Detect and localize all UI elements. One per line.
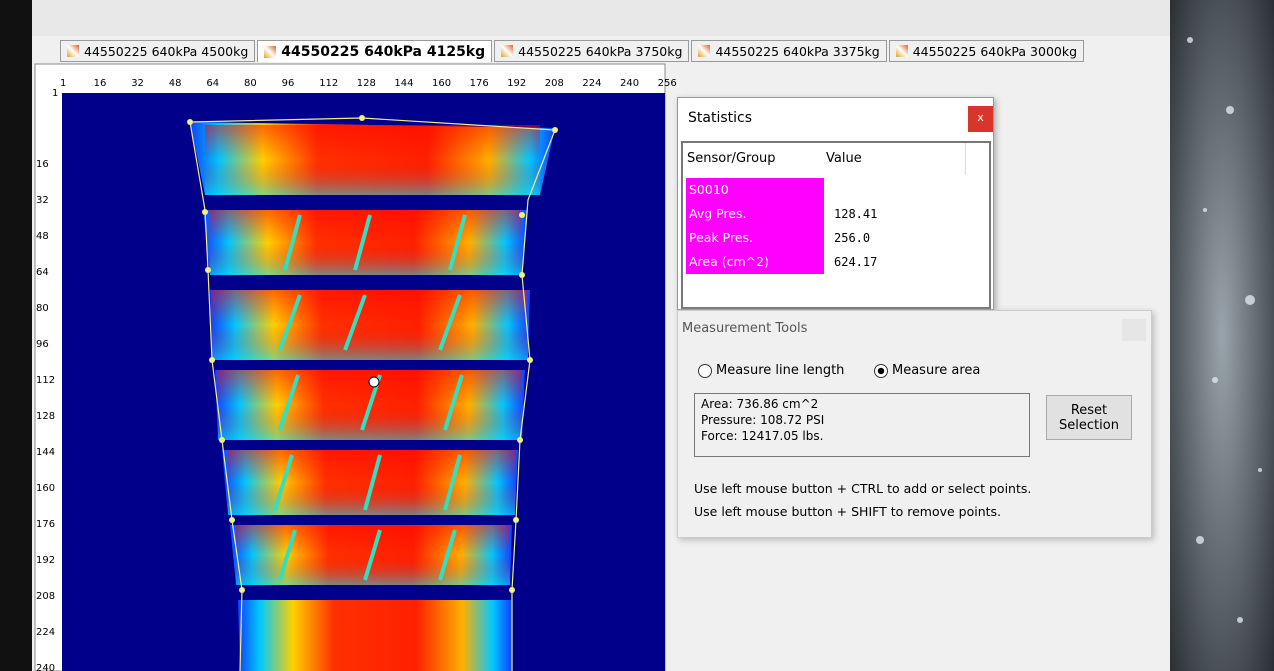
ruler-label: 32 (131, 78, 144, 89)
stat-name: Peak Pres. (686, 226, 824, 250)
tab-icon (264, 46, 276, 58)
tab-icon (896, 45, 908, 57)
column-header: Value (826, 151, 862, 166)
ruler-label: 80 (36, 303, 49, 314)
ruler-label: 1 (60, 78, 66, 89)
radio-option[interactable]: Measure area (874, 363, 980, 378)
radio-label: Measure area (892, 363, 980, 378)
tab-icon (698, 45, 710, 57)
stat-name: S0010 (686, 178, 824, 202)
radio-selected[interactable] (874, 364, 888, 378)
stat-value: 624.17 (834, 250, 877, 274)
tab[interactable]: 44550225 640kPa 3750kg (494, 40, 689, 62)
tab[interactable]: 44550225 640kPa 4125kg (257, 40, 492, 62)
tab-label: 44550225 640kPa 4125kg (281, 44, 485, 60)
ruler-label: 112 (319, 78, 338, 89)
ruler-label: 224 (582, 78, 601, 89)
page: {"tabs":["44550225 640kPa 4500kg","44550… (0, 0, 1274, 671)
ruler-label: 176 (470, 78, 489, 89)
result-line: Pressure: 108.72 PSI (701, 412, 1023, 428)
tab[interactable]: 44550225 640kPa 3375kg (691, 40, 886, 62)
ruler-label: 192 (507, 78, 526, 89)
ruler-label: 64 (206, 78, 219, 89)
tab-label: 44550225 640kPa 4500kg (84, 44, 248, 59)
ruler-label: 16 (36, 159, 49, 170)
result-line: Force: 12417.05 lbs. (701, 428, 1023, 444)
ruler-label: 256 (658, 78, 677, 89)
ruler-label: 240 (36, 663, 55, 671)
instruction-line: Use left mouse button + CTRL to add or s… (694, 477, 1031, 500)
ruler-label: 144 (36, 447, 55, 458)
tab[interactable]: 44550225 640kPa 4500kg (60, 40, 255, 62)
tab-bar: 44550225 640kPa 4500kg 44550225 640kPa 41… (60, 40, 1086, 62)
window-title: Measurement Tools (682, 321, 807, 336)
ruler-label: 16 (94, 78, 107, 89)
ruler-label: 208 (545, 78, 564, 89)
ruler-label: 176 (36, 519, 55, 530)
ruler-label: 224 (36, 627, 55, 638)
ruler-label: 1 (52, 88, 58, 99)
ruler-label: 208 (36, 591, 55, 602)
ruler-label: 128 (36, 411, 55, 422)
instructions: Use left mouse button + CTRL to add or s… (694, 477, 1031, 523)
close-button[interactable] (1122, 319, 1146, 341)
ruler-label: 144 (394, 78, 413, 89)
close-button[interactable]: x (968, 106, 993, 132)
ruler-label: 240 (620, 78, 639, 89)
window-title: Statistics (688, 110, 752, 126)
radio-option[interactable]: Measure line length (698, 363, 844, 378)
radio[interactable] (698, 364, 712, 378)
measurement-window: Measurement Tools Measure line length Me… (677, 310, 1152, 538)
stat-value: 128.41 (834, 202, 877, 226)
ruler-label: 112 (36, 375, 55, 386)
ruler-label: 96 (36, 339, 49, 350)
tab-icon (501, 45, 513, 57)
tab-label: 44550225 640kPa 3000kg (913, 44, 1077, 59)
tab-label: 44550225 640kPa 3750kg (518, 44, 682, 59)
divider (965, 143, 966, 175)
stat-name: Area (cm^2) (686, 250, 824, 274)
ruler-label: 96 (282, 78, 295, 89)
screen: 44550225 640kPa 4500kg 44550225 640kPa 41… (0, 0, 1274, 671)
ruler-label: 128 (357, 78, 376, 89)
tab[interactable]: 44550225 640kPa 3000kg (889, 40, 1084, 62)
instruction-line: Use left mouse button + SHIFT to remove … (694, 500, 1031, 523)
stat-name: Avg Pres. (686, 202, 824, 226)
ruler-label: 160 (432, 78, 451, 89)
ruler-label: 48 (169, 78, 182, 89)
ruler-label: 64 (36, 267, 49, 278)
result-line: Area: 736.86 cm^2 (701, 396, 1023, 412)
ruler-label: 160 (36, 483, 55, 494)
stat-value: 256.0 (834, 226, 870, 250)
tab-icon (67, 45, 79, 57)
radio-label: Measure line length (716, 363, 844, 378)
ruler-label: 32 (36, 195, 49, 206)
column-header: Sensor/Group (687, 151, 776, 166)
ruler-label: 192 (36, 555, 55, 566)
ruler-label: 48 (36, 231, 49, 242)
reset-button[interactable]: Reset Selection (1046, 395, 1132, 440)
tab-label: 44550225 640kPa 3375kg (715, 44, 879, 59)
ruler-label: 80 (244, 78, 257, 89)
